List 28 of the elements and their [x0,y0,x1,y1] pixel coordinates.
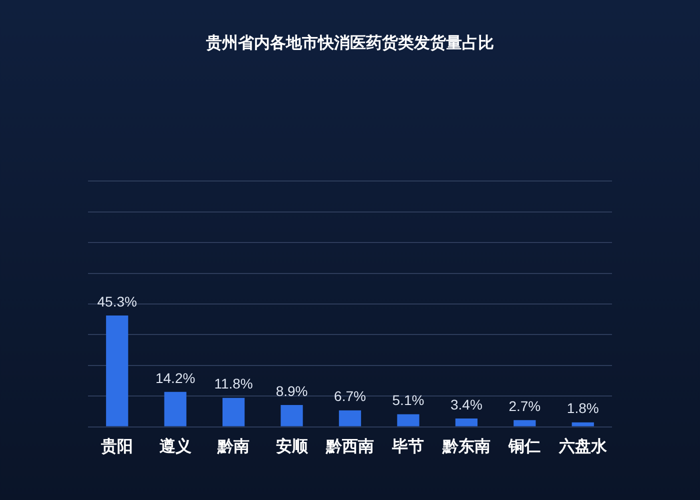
data-label: 3.4% [450,396,482,412]
bar [106,316,128,426]
data-label: 2.7% [508,398,541,414]
bar [338,410,362,426]
data-label: 11.8% [214,376,253,392]
bar [397,414,420,426]
x-tick-label: 六盘水 [558,436,608,456]
data-label: 1.8% [566,400,599,416]
bar [164,392,186,426]
x-tick-label: 铜仁 [508,436,541,456]
chart-title: 贵州省内各地市快消医药货类发货量占比 [205,32,494,52]
bar [514,420,536,426]
x-tick-label: 安顺 [276,436,309,456]
bar [572,422,594,426]
x-tick-label: 贵阳 [100,436,134,456]
x-tick-label: 遵义 [159,436,192,456]
bar [455,418,478,426]
data-label: 14.2% [155,370,196,386]
x-tick-label: 毕节 [391,436,424,456]
data-label: 5.1% [392,392,424,408]
data-label: 45.3% [97,293,137,310]
bar [222,398,245,426]
data-label: 6.7% [334,388,366,404]
x-tick-label: 黔东南 [441,436,490,456]
data-label: 8.9% [276,382,308,399]
x-tick-label: 黔南 [216,436,250,456]
x-tick-label: 黔西南 [325,436,374,456]
bar [280,404,303,426]
